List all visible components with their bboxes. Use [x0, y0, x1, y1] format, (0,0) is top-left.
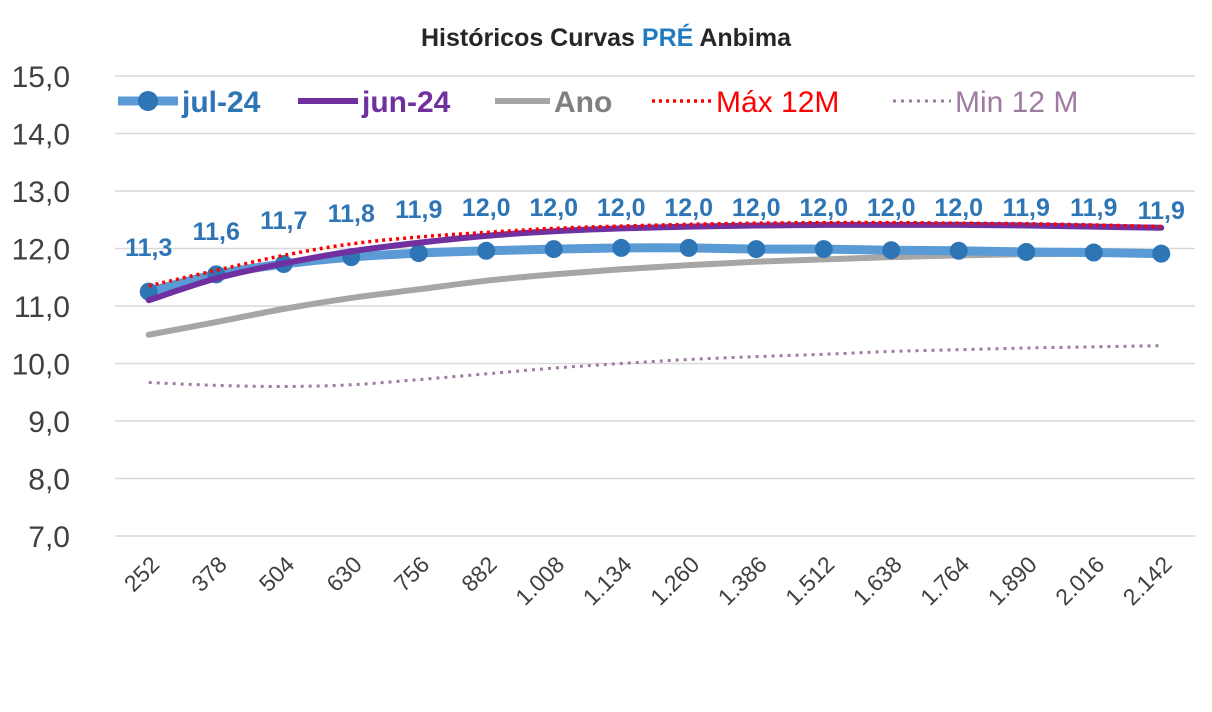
y-tick-label: 13,0 — [12, 176, 70, 209]
legend-label: Máx 12M — [716, 86, 839, 119]
data-label: 12,0 — [867, 194, 916, 222]
x-axis: 252 378 504 630 756 882 1.008 1.134 1.260 1.386 1.… — [119, 551, 1177, 610]
data-point-marker — [747, 240, 766, 259]
data-label: 11,9 — [1070, 194, 1117, 222]
x-tick-label: 1.008 — [510, 551, 569, 610]
x-tick-label: 1.764 — [915, 551, 974, 610]
x-tick-label: 2.142 — [1118, 551, 1177, 610]
data-label: 11,6 — [193, 218, 240, 246]
data-label: 12,0 — [732, 194, 781, 222]
x-tick-label: 378 — [186, 551, 232, 597]
x-tick-label: 504 — [254, 551, 300, 597]
data-point-marker — [882, 241, 901, 260]
data-label: 12,0 — [529, 194, 578, 222]
series-line-jul-24 — [144, 243, 1166, 297]
y-tick-label: 11,0 — [14, 291, 70, 324]
chart-title-part-1: Históricos Curvas — [421, 24, 642, 52]
data-label: 11,9 — [1003, 194, 1050, 222]
legend-marker — [138, 91, 158, 111]
y-tick-label: 8,0 — [28, 464, 70, 497]
legend-label: Min 12 M — [955, 86, 1078, 119]
data-label: 12,0 — [799, 194, 848, 222]
legend: jul-24 jun-24 Ano Máx 12M Min 12 M — [118, 86, 1078, 119]
data-point-marker — [1152, 244, 1171, 263]
chart-title-part-3: Anbima — [693, 24, 792, 52]
data-label: 11,7 — [260, 207, 307, 235]
legend-item: Min 12 M — [893, 86, 1078, 119]
x-tick-label: 882 — [456, 551, 502, 597]
legend-item: jul-24 — [118, 86, 261, 119]
data-label: 11,8 — [328, 200, 375, 228]
data-label: 11,9 — [1138, 197, 1185, 225]
data-labels: 11,3 11,6 11,7 11,8 11,9 12,0 12,0 12,0 12,0 12,0… — [125, 194, 1185, 262]
data-point-marker — [949, 241, 968, 260]
legend-label: jul-24 — [181, 86, 261, 119]
data-point-marker — [1017, 242, 1036, 261]
y-tick-label: 7,0 — [28, 521, 70, 554]
x-tick-label: 1.512 — [780, 551, 839, 610]
data-label: 11,9 — [395, 196, 442, 224]
data-point-marker — [477, 241, 496, 260]
x-tick-label: 756 — [389, 551, 435, 597]
y-axis: 7,0 8,0 9,0 10,0 11,0 12,0 13,0 14,0 15,0 — [12, 61, 70, 554]
gridlines — [115, 75, 1195, 537]
legend-label: Ano — [554, 86, 612, 119]
series-line-jun-24 — [145, 221, 1165, 304]
data-point-marker — [1084, 243, 1103, 262]
legend-label: jun-24 — [361, 86, 451, 119]
x-tick-label: 1.890 — [983, 551, 1042, 610]
data-label: 12,0 — [934, 194, 983, 222]
data-point-marker — [544, 240, 563, 259]
data-point-marker — [409, 244, 428, 263]
x-tick-label: 1.638 — [848, 551, 907, 610]
chart-title: Históricos Curvas PRÉ Anbima — [421, 23, 792, 52]
legend-item: Ano — [495, 86, 612, 119]
x-tick-label: 1.134 — [578, 551, 637, 610]
series-lines — [139, 220, 1171, 389]
x-tick-label: 1.260 — [645, 551, 704, 610]
data-point-marker — [612, 238, 631, 257]
y-tick-label: 12,0 — [12, 234, 70, 267]
series-line-m-x-12m — [148, 220, 1162, 288]
y-tick-label: 14,0 — [12, 119, 70, 152]
x-tick-label: 2.016 — [1050, 551, 1109, 610]
data-label: 12,0 — [462, 194, 511, 222]
data-label: 12,0 — [597, 194, 646, 222]
y-tick-label: 10,0 — [12, 349, 70, 382]
series-line-min-12-m — [148, 344, 1162, 389]
data-point-marker — [814, 240, 833, 259]
data-point-marker — [679, 238, 698, 257]
legend-item: Máx 12M — [652, 86, 839, 119]
data-label: 11,3 — [125, 234, 172, 262]
x-tick-label: 252 — [119, 551, 165, 597]
legend-item: jun-24 — [298, 86, 451, 119]
data-label: 12,0 — [664, 194, 713, 222]
x-tick-label: 630 — [321, 551, 367, 597]
x-tick-label: 1.386 — [713, 551, 772, 610]
y-tick-label: 9,0 — [28, 406, 70, 439]
y-tick-label: 15,0 — [12, 61, 70, 94]
chart-title-accent: PRÉ — [642, 23, 693, 52]
